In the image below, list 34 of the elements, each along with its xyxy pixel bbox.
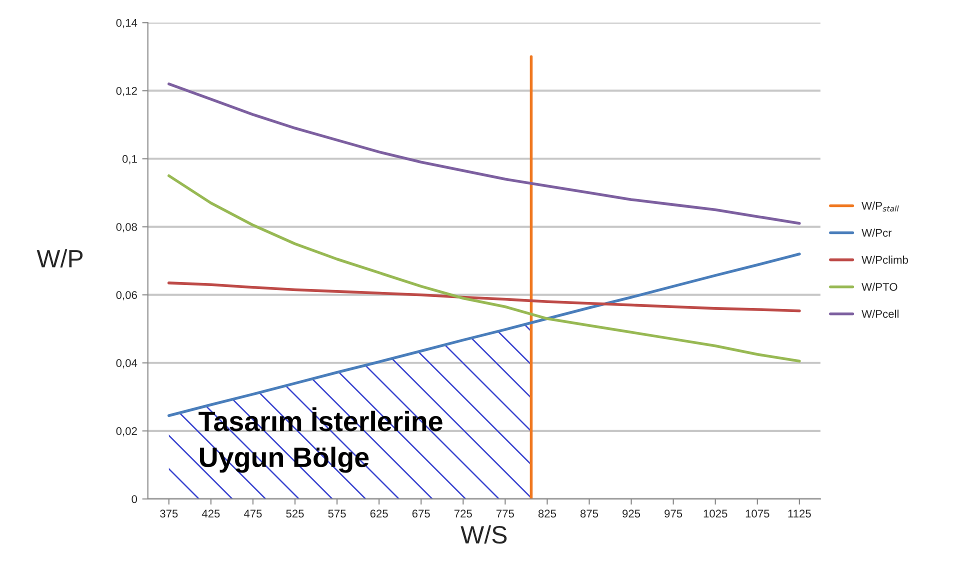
x-tick-label: 925 [622, 510, 640, 518]
legend-label: W/PTO [862, 282, 898, 291]
x-tick-label: 525 [286, 510, 304, 518]
x-tick-label: 1075 [746, 510, 770, 518]
legend-label: W/Pcell [862, 310, 898, 318]
x-tick-label: 575 [328, 510, 346, 518]
x-axis-title: W/S [460, 525, 507, 544]
x-tick-label: 825 [538, 510, 556, 518]
x-tick-label: 725 [454, 510, 472, 518]
y-tick-label: 0,1 [122, 155, 137, 164]
x-tick-label: 975 [664, 510, 682, 518]
legend-label: W/Pclimb [862, 256, 908, 264]
x-tick-label: 875 [580, 510, 598, 518]
line-series [168, 174, 801, 363]
x-tick-label: 625 [370, 510, 388, 518]
y-tick-label: 0,12 [116, 86, 137, 96]
legend-label: W/Pcr [862, 228, 892, 237]
x-tick-label: 1025 [704, 510, 728, 518]
y-tick-label: 0,06 [116, 291, 137, 300]
x-tick-label: 425 [202, 510, 220, 518]
x-tick-label: 675 [412, 510, 430, 518]
line-series [168, 82, 801, 225]
y-tick-label: 0,04 [116, 359, 138, 368]
y-tick-label: 0 [132, 495, 138, 504]
line-series [168, 282, 801, 312]
x-tick-label: 775 [496, 510, 514, 518]
y-tick-label: 0,08 [116, 223, 137, 232]
x-tick-label: 1125 [788, 510, 811, 518]
x-tick-label: 375 [160, 510, 178, 518]
y-tick-label: 0,02 [116, 427, 137, 436]
y-axis-title: W/P [36, 249, 83, 268]
y-tick-label: 0,14 [116, 18, 138, 28]
x-tick-label: 475 [244, 510, 262, 518]
legend-label: W/P$_{stall}$ [862, 202, 899, 212]
